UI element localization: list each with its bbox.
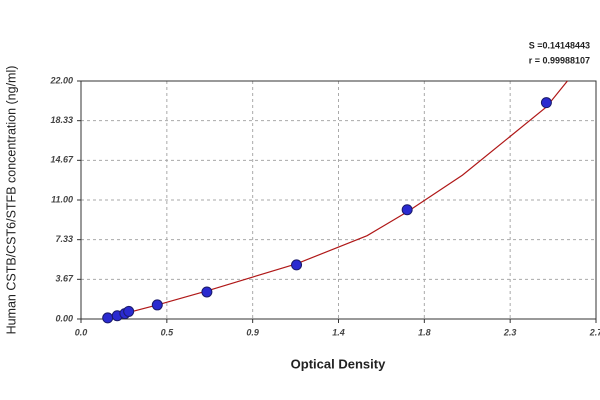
x-tick-label: 2.3 xyxy=(503,327,517,337)
x-axis-title: Optical Density xyxy=(291,356,386,371)
data-point xyxy=(151,299,163,311)
x-tick-label: 0.0 xyxy=(75,327,88,337)
y-tick-label: 11.00 xyxy=(51,194,73,204)
annotation: r = 0.99988107 xyxy=(529,55,590,65)
data-point xyxy=(201,286,213,298)
y-tick-label: 14.67 xyxy=(50,155,74,165)
data-point xyxy=(540,97,552,109)
data-point xyxy=(291,259,303,271)
x-tick-label: 0.9 xyxy=(246,327,259,337)
y-tick-label: 0.00 xyxy=(55,313,73,323)
y-tick-label: 7.33 xyxy=(55,234,73,244)
annotation: S =0.14148443 xyxy=(529,40,590,50)
plot-frame xyxy=(80,80,597,320)
y-tick-label: 22.00 xyxy=(49,75,73,85)
x-tick-label: 1.8 xyxy=(418,327,431,337)
y-tick-label: 18.33 xyxy=(50,115,73,125)
y-tick-label: 3.67 xyxy=(55,274,74,284)
data-point xyxy=(102,312,114,324)
y-axis-title: Human CSTB/CST6/STFB concentration (ng/m… xyxy=(4,66,18,335)
x-tick-label: 0.5 xyxy=(161,327,175,337)
data-point xyxy=(401,204,413,216)
fit-curve xyxy=(103,80,568,320)
data-point xyxy=(123,305,135,317)
x-tick-label: 2.7 xyxy=(589,327,600,337)
x-tick-label: 1.4 xyxy=(332,327,345,337)
